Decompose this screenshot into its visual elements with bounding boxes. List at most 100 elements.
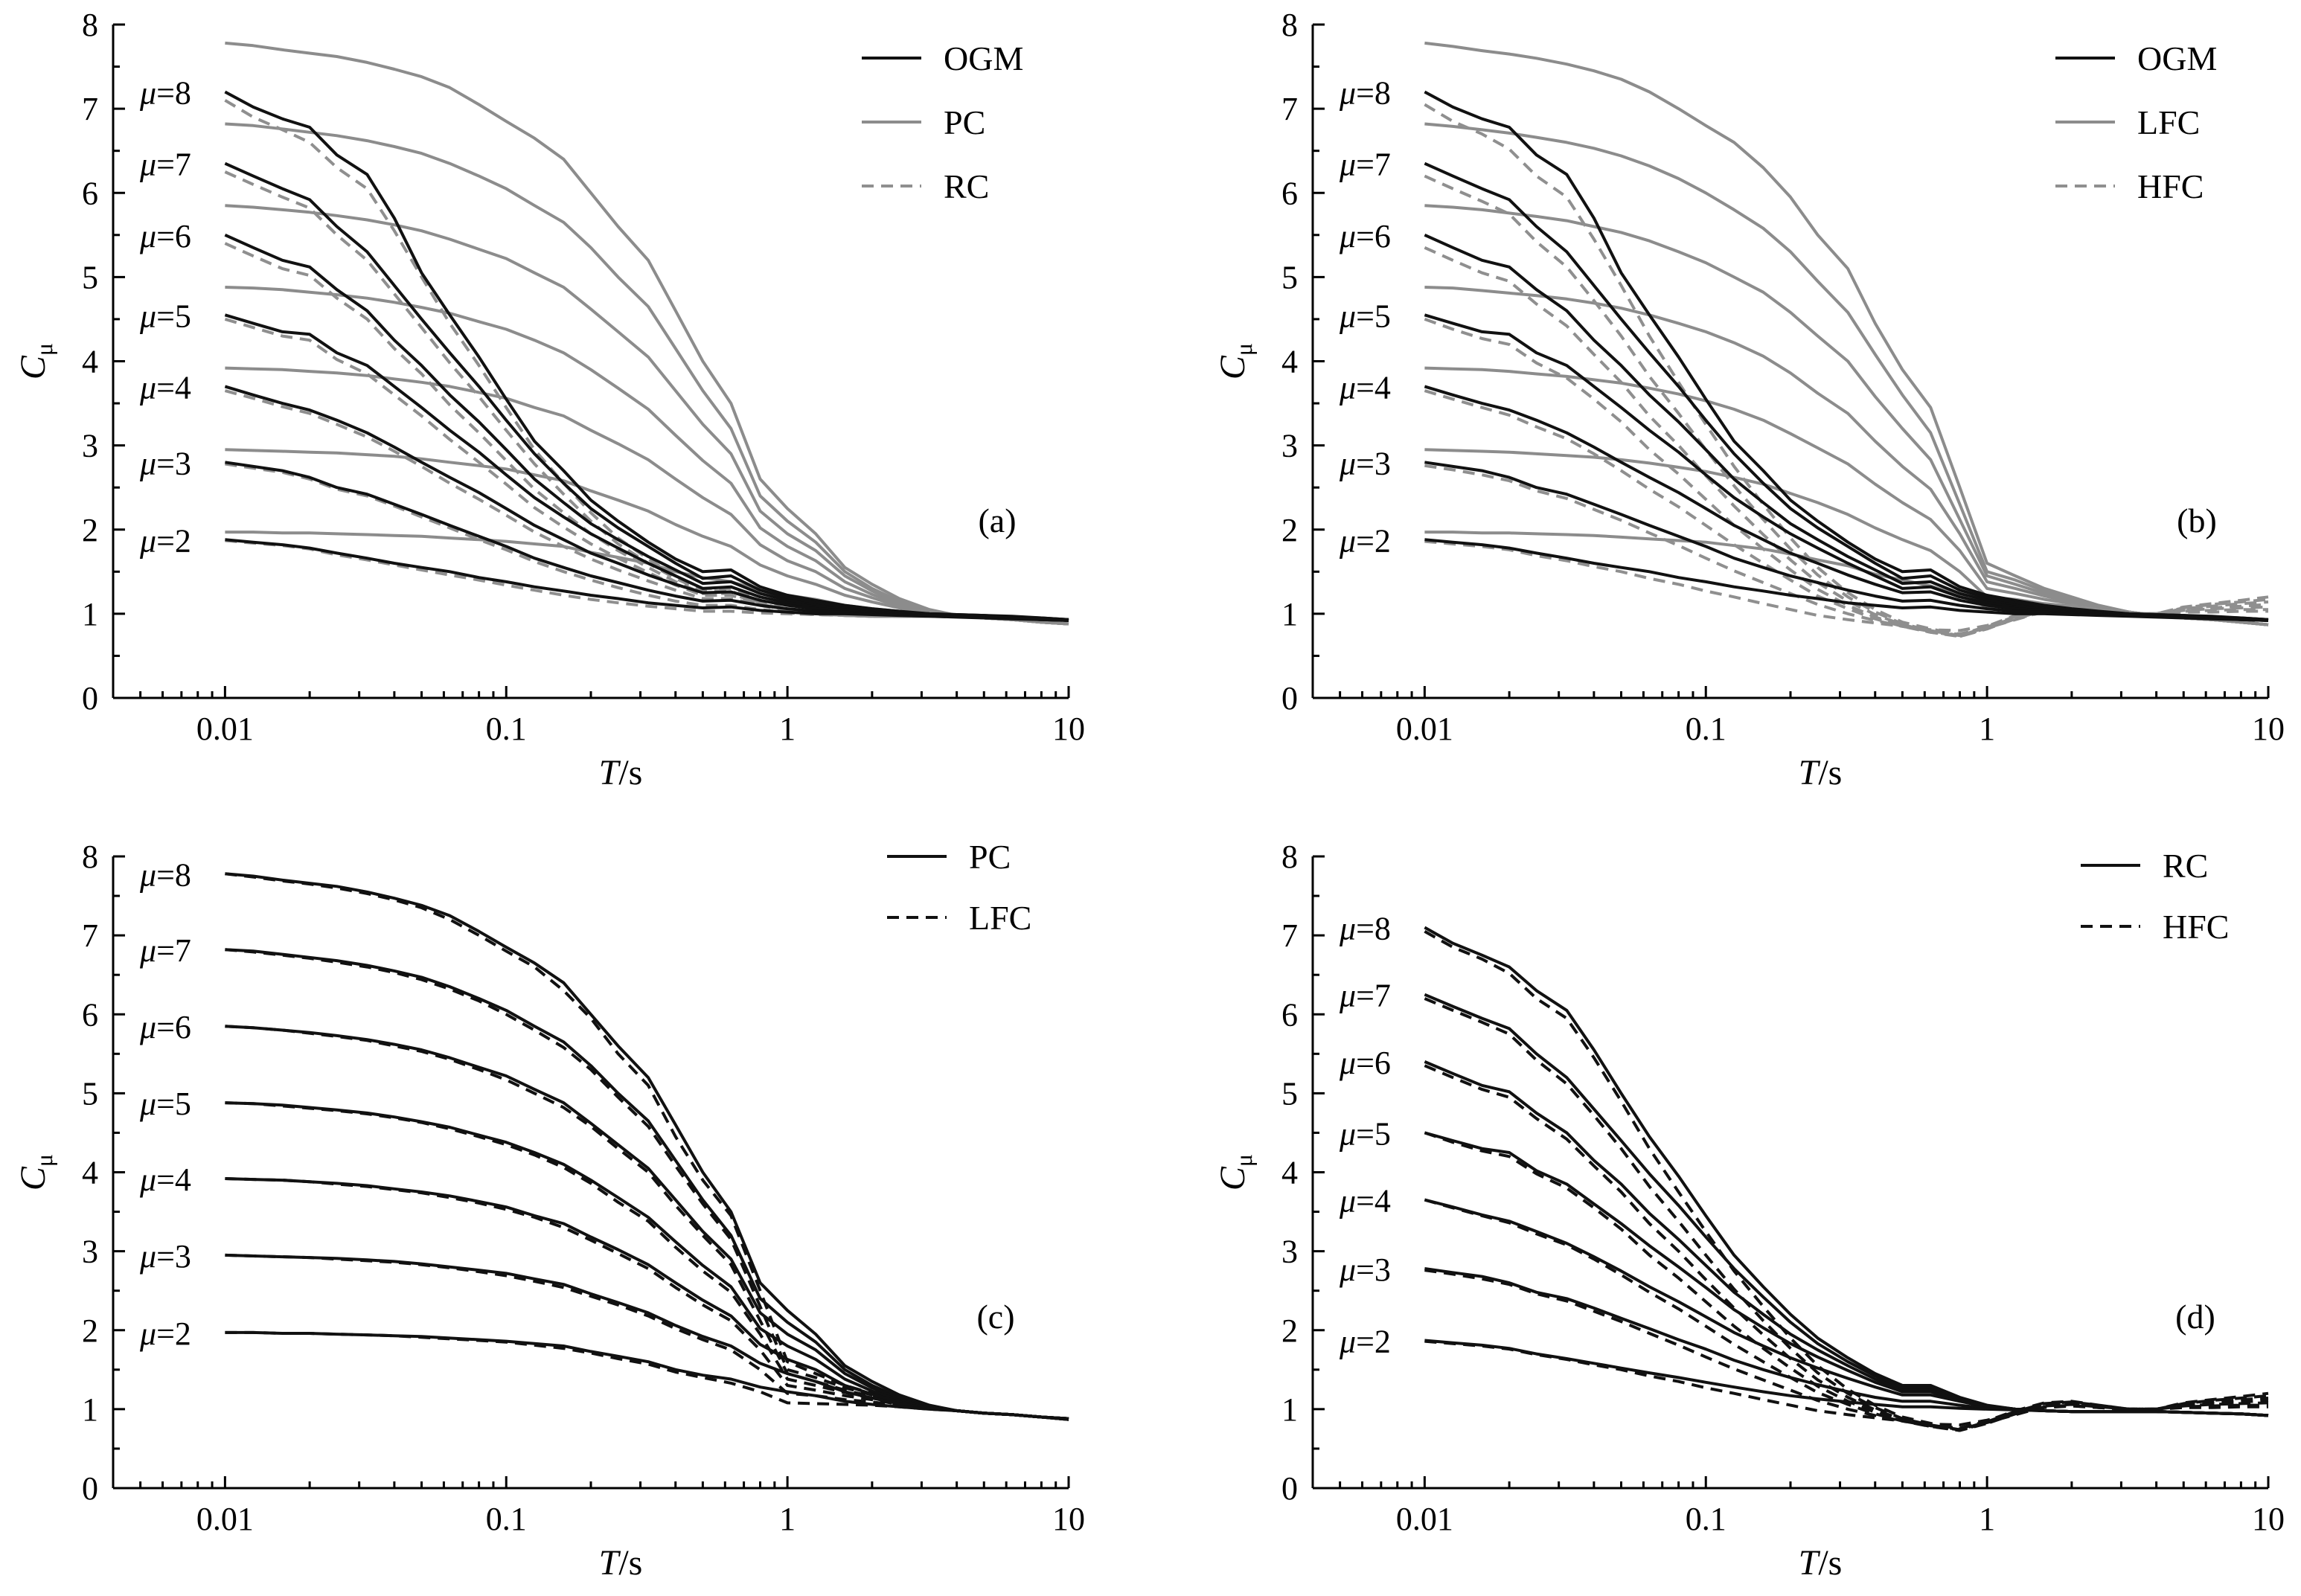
- mu-label: μ=7: [1339, 978, 1391, 1014]
- y-tick-label: 7: [82, 917, 98, 954]
- x-axis-title: T/s: [1799, 753, 1843, 792]
- legend-label: HFC: [2137, 167, 2204, 205]
- y-tick-label: 1: [82, 1391, 98, 1428]
- y-axis-title: Cμ: [1213, 343, 1257, 379]
- series-line-rc-mu5: [1424, 1131, 2269, 1417]
- mu-label: μ=5: [1339, 1115, 1391, 1152]
- x-tick-label: 0.01: [1396, 711, 1453, 747]
- y-tick-label: 3: [82, 1234, 98, 1270]
- series-line-lfc-mu3: [1424, 448, 2269, 626]
- y-tick-label: 1: [82, 596, 98, 632]
- series-line-hfc-mu5: [1424, 318, 2269, 638]
- mu-label: μ=3: [1339, 445, 1391, 481]
- legend-label: RC: [944, 167, 989, 205]
- mu-label: μ=8: [1339, 911, 1391, 947]
- y-axis-title: Cμ: [1213, 1154, 1257, 1190]
- x-axis-title: T/s: [599, 753, 643, 792]
- y-tick-label: 6: [1281, 996, 1298, 1033]
- series-line-hfc-mu2: [1424, 539, 2268, 632]
- series-line-lfc-mu8: [225, 872, 1069, 1421]
- y-axis-title: Cμ: [13, 1154, 57, 1190]
- panel-b: 0 1 2 3 4 5 6 7 8 0.01 0.1 1 10 T/s Cμ μ=8 μ=7 μ=6 μ=5 μ=4 μ…: [1213, 7, 2285, 792]
- mu-label: μ=5: [1339, 298, 1391, 334]
- series-line-pc-mu4: [225, 366, 1069, 626]
- series-line-lfc-mu3: [225, 1253, 1069, 1421]
- x-tick-label: 0.01: [1396, 1501, 1453, 1537]
- series-line-ogm-mu7: [224, 161, 1069, 621]
- series-line-ogm-mu2: [1424, 538, 2269, 622]
- series-line-pc-mu2: [225, 1330, 1069, 1420]
- series-line-rc-mu4: [224, 389, 1069, 622]
- mu-label: μ=4: [139, 369, 191, 406]
- legend-label: LFC: [969, 899, 1031, 937]
- x-tick-label: 1: [1979, 1501, 1995, 1537]
- y-tick-label: 4: [1281, 344, 1298, 380]
- series-line-ogm-mu4: [1424, 385, 2269, 622]
- y-tick-label: 1: [1281, 596, 1298, 632]
- mu-label: μ=4: [1339, 369, 1391, 406]
- legend-label: PC: [944, 103, 985, 141]
- mu-label: μ=5: [139, 298, 191, 334]
- series-line-rc-mu2: [1424, 1339, 2269, 1417]
- series-line-ogm-mu4: [224, 385, 1069, 622]
- series-line-pc-mu3: [225, 448, 1069, 626]
- series-line-rc-mu8: [1424, 926, 2269, 1417]
- y-tick-label: 2: [82, 1313, 98, 1349]
- legend-label: OGM: [2137, 39, 2217, 77]
- panel-label: (c): [976, 1298, 1014, 1336]
- x-tick-label: 0.1: [486, 1501, 527, 1537]
- series-line-pc-mu3: [225, 1253, 1069, 1420]
- x-axis-title: T/s: [599, 1543, 643, 1583]
- x-tick-label: 10: [1052, 711, 1085, 747]
- series-line-hfc-mu3: [1424, 1269, 2268, 1430]
- y-tick-label: 6: [1281, 175, 1298, 211]
- y-tick-label: 2: [1281, 512, 1298, 548]
- y-tick-label: 3: [1281, 1234, 1298, 1270]
- mu-label: μ=8: [139, 75, 191, 112]
- mu-label: μ=5: [139, 1086, 191, 1122]
- x-tick-label: 10: [2252, 1501, 2285, 1537]
- x-tick-label: 0.1: [486, 711, 527, 747]
- x-tick-label: 10: [1052, 1501, 1085, 1537]
- panel-d: 0 1 2 3 4 5 6 7 8 0.01 0.1 1 10 T/s Cμ μ=8 μ=7 μ=6 μ=5 μ=4 μ…: [1213, 839, 2285, 1583]
- x-tick-label: 0.1: [1686, 1501, 1726, 1537]
- x-tick-label: 0.01: [196, 1501, 254, 1537]
- y-tick-label: 0: [1281, 1470, 1298, 1507]
- y-tick-label: 2: [1281, 1313, 1298, 1349]
- legend-label: OGM: [944, 39, 1023, 77]
- x-tick-label: 1: [1979, 711, 1995, 747]
- panel-a: 0 1 2 3 4 5 6 7 8 0.01 0.1 1 10 T/s Cμ μ=8 μ=7 μ=6 μ=5 μ=4 μ…: [13, 7, 1085, 792]
- series-line-hfc-mu6: [1424, 246, 2269, 638]
- mu-label: μ=8: [1339, 75, 1391, 112]
- mu-label: μ=7: [1339, 147, 1391, 183]
- y-tick-label: 7: [82, 91, 98, 127]
- x-tick-label: 1: [779, 711, 796, 747]
- mu-label: μ=7: [139, 147, 191, 183]
- mu-label: μ=2: [1339, 522, 1391, 559]
- mu-label: μ=6: [1339, 218, 1391, 254]
- y-tick-label: 0: [82, 680, 98, 717]
- mu-label: μ=6: [139, 218, 191, 254]
- mu-label: μ=3: [139, 1238, 191, 1275]
- legend-label: PC: [969, 838, 1011, 876]
- y-tick-label: 5: [82, 1075, 98, 1112]
- y-tick-label: 8: [1281, 839, 1298, 875]
- y-tick-label: 5: [82, 259, 98, 295]
- x-axis-title: T/s: [1799, 1543, 1843, 1583]
- mu-label: μ=7: [139, 932, 191, 969]
- y-tick-label: 0: [82, 1470, 98, 1507]
- series-line-rc-mu7: [1424, 993, 2269, 1417]
- mu-label: μ=3: [139, 445, 191, 481]
- panel-label: (d): [2175, 1298, 2215, 1336]
- x-tick-label: 0.01: [196, 711, 254, 747]
- series-line-hfc-mu6: [1424, 1064, 2269, 1432]
- series-line-lfc-mu7: [225, 948, 1069, 1421]
- series-line-pc-mu8: [225, 872, 1069, 1420]
- series-line-rc-mu6: [224, 242, 1069, 622]
- panel-c: 0 1 2 3 4 5 6 7 8 0.01 0.1 1 10 T/s Cμ μ=8 μ=7 μ=6 μ=5 μ=4 μ…: [13, 838, 1085, 1583]
- y-tick-label: 5: [1281, 1075, 1298, 1112]
- mu-label: μ=3: [1339, 1252, 1391, 1288]
- y-tick-label: 4: [1281, 1155, 1298, 1191]
- mu-label: μ=4: [1339, 1183, 1391, 1220]
- legend-label: HFC: [2163, 908, 2229, 946]
